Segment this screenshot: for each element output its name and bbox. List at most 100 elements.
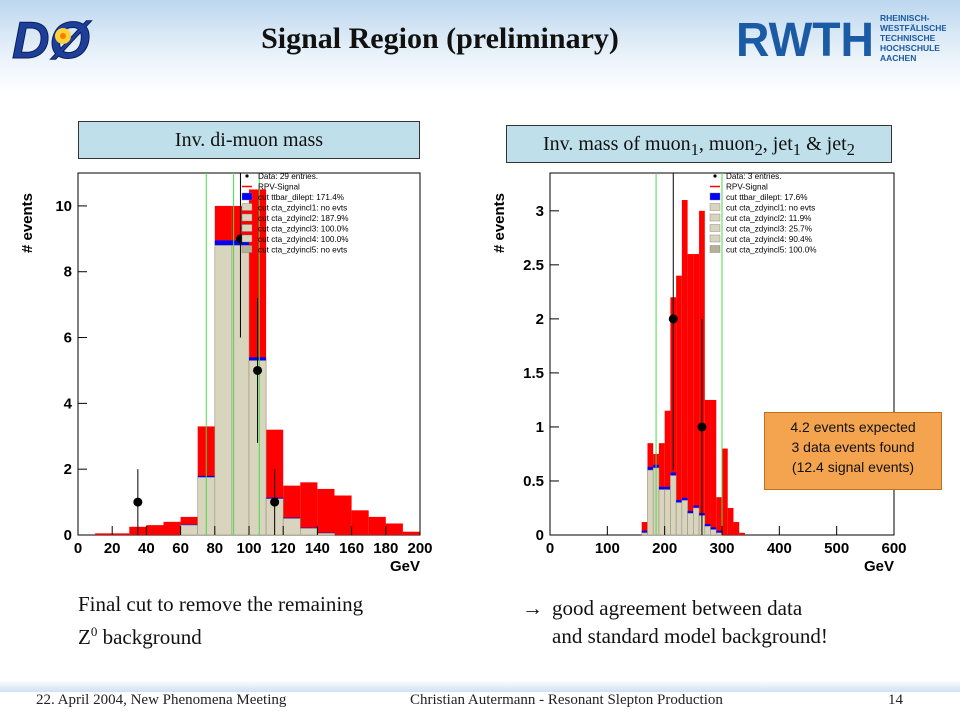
legend-entry: cut cta_zdyincl2: 187.9%: [258, 214, 349, 223]
x-tick-label: 0: [546, 540, 554, 557]
signal-bar: [300, 482, 318, 535]
x-tick-label: 120: [271, 540, 296, 557]
legend-entry: Data: 3 entries.: [726, 172, 782, 181]
background-bar: [693, 507, 700, 536]
signal-bar: [733, 522, 740, 535]
signal-bar: [163, 521, 181, 535]
legend-marker: [713, 174, 717, 178]
x-tick-label: 160: [339, 540, 364, 557]
background-bar: [317, 533, 335, 536]
signal-bar: [687, 254, 694, 535]
rwth-logo-line: TECHNISCHE: [880, 33, 936, 43]
rwth-logo-line: AACHEN: [880, 53, 916, 63]
y-tick-label: 8: [64, 264, 72, 281]
legend-marker: [709, 213, 721, 222]
y-tick-label: 2.5: [523, 257, 544, 274]
data-point: [270, 497, 280, 507]
y-tick-label: 3: [536, 203, 544, 220]
y-tick-label: 0.5: [523, 473, 544, 490]
left-panel-label: Inv. di-muon mass: [78, 121, 420, 159]
ttbar-bar: [704, 524, 711, 527]
signal-bar: [334, 495, 352, 535]
slide-title: Signal Region (preliminary): [261, 22, 619, 55]
y-tick-label: 2: [536, 311, 544, 328]
signal-bar: [727, 507, 734, 535]
ttbar-bar: [687, 510, 694, 514]
signal-bar: [112, 533, 130, 535]
signal-bar: [664, 410, 671, 535]
legend-entry: cut ttbar_dilept: 171.4%: [258, 193, 344, 202]
background-bar: [180, 524, 199, 536]
background-bar: [675, 502, 683, 536]
background-bar: [641, 532, 648, 536]
ttbar-bar: [681, 497, 688, 501]
legend-entry: cut cta_zdyincl5: 100.0%: [726, 246, 817, 255]
legend-marker: [241, 203, 253, 211]
signal-bar: [739, 532, 745, 535]
legend-entry: cut ttbar_dilept: 17.6%: [726, 193, 807, 202]
data-point: [668, 314, 678, 324]
ttbar-bar: [317, 532, 335, 534]
legend-marker: [709, 224, 721, 232]
four-object-mass-chart-svg: 0 100 200 300 400 500 600 0 0.5 1 1.5 2 2.5 3 # events…: [491, 172, 907, 575]
legend-entry: RPV-Signal: [726, 183, 768, 192]
ttbar-bar: [693, 505, 700, 508]
legend-entry: cut cta_zdyincl1: no evts: [726, 204, 815, 213]
ttbar-bar: [670, 472, 677, 476]
legend-marker: [241, 213, 253, 222]
legend-entry: cut cta_zdyincl3: 25.7%: [726, 225, 812, 234]
x-axis-label: GeV: [864, 558, 894, 575]
ttbar-bar: [676, 499, 682, 503]
signal-bar: [693, 254, 700, 535]
y-tick-label: 1: [536, 419, 544, 436]
legend-entry: cut cta_zdyincl4: 100.0%: [258, 235, 349, 244]
rwth-logo: RWTH RHEINISCH- WESTFÄLISCHE TECHNISCHE …: [736, 13, 946, 64]
x-tick-label: 0: [74, 540, 82, 557]
legend-marker: [709, 245, 721, 253]
y-axis-label: # events: [20, 193, 36, 253]
d0-logo-text: DØ: [12, 12, 93, 68]
ttbar-bar: [300, 527, 318, 529]
x-tick-label: 200: [652, 540, 677, 557]
background-bar: [282, 518, 301, 536]
data-point: [253, 365, 263, 375]
signal-bar: [710, 399, 717, 535]
ttbar-bar: [664, 486, 671, 490]
legend-marker: [241, 224, 253, 232]
ttbar-bar: [716, 530, 722, 533]
y-tick-label: 6: [64, 330, 72, 347]
y-tick-label: 10: [55, 198, 72, 215]
legend-marker: [241, 245, 253, 253]
background-bar: [715, 532, 723, 536]
background-bar: [647, 469, 654, 536]
signal-bar: [368, 516, 386, 535]
left-conclusion-line1: Final cut to remove the remaining: [78, 592, 364, 616]
y-tick-label: 0: [64, 527, 72, 544]
x-tick-label: 20: [104, 540, 121, 557]
x-tick-label: 600: [881, 540, 906, 557]
signal-bar: [641, 522, 648, 535]
x-tick-label: 180: [373, 540, 398, 557]
x-tick-label: 80: [206, 540, 223, 557]
footer-meeting: 22. April 2004, New Phenomena Meeting: [36, 692, 287, 708]
background-bar: [670, 475, 677, 536]
signal-bar: [385, 523, 403, 535]
ttbar-bar: [180, 524, 198, 526]
background-bar: [214, 245, 233, 536]
footer-author: Christian Autermann - Resonant Slepton P…: [410, 692, 723, 708]
signal-bar: [676, 275, 682, 535]
arrow-icon: →: [522, 596, 543, 620]
signal-bar: [402, 531, 420, 535]
legend-marker: [709, 234, 721, 243]
four-object-mass-chart: 0 100 200 300 400 500 600 0 0.5 1 1.5 2 2.5 3 # events…: [478, 165, 908, 580]
ttbar-bar: [214, 240, 232, 246]
background-bar: [658, 489, 665, 536]
ttbar-bar: [647, 467, 654, 471]
left-conclusion: Final cut to remove the remaining Z0 bac…: [78, 590, 363, 651]
signal-bar: [704, 399, 711, 535]
right-conclusion-line2: and standard model background!: [552, 624, 828, 648]
legend-entry: Data: 29 entries.: [258, 172, 318, 181]
x-tick-label: 40: [138, 540, 155, 557]
rwth-logo-line: HOCHSCHULE: [880, 43, 940, 53]
legend-entry: cut cta_zdyincl3: 100.0%: [258, 225, 349, 234]
